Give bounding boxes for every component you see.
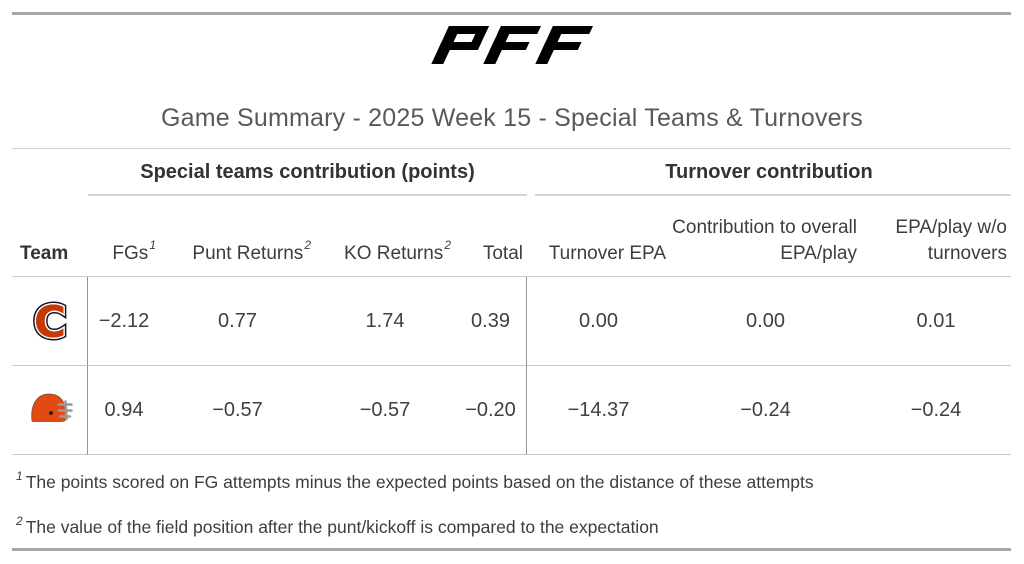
column-header-label: Contribution to overall EPA/play xyxy=(672,216,857,264)
group-header-turnover-label: Turnover contribution xyxy=(665,161,873,183)
column-header-ko-returns: KO Returns2 xyxy=(315,196,455,277)
column-header-label: Punt Returns2 xyxy=(192,238,311,264)
cell-browns-total: −0.20 xyxy=(455,366,527,455)
cell-bears-total: 0.39 xyxy=(455,277,527,366)
cell-browns-contribution-epa: −0.24 xyxy=(670,366,861,455)
column-header-label: Turnover EPA xyxy=(548,242,666,264)
footnote-2-text: The value of the field position after th… xyxy=(25,516,659,537)
column-header-epa-wo-turnovers: EPA/play w/o turnovers xyxy=(861,196,1011,277)
team-cell-bears: C C C xyxy=(12,277,88,366)
pff-logo-icon xyxy=(0,24,1024,66)
column-header-total: Total xyxy=(455,196,527,277)
cell-bears-contribution-epa: 0.00 xyxy=(670,277,861,366)
page-title: Game Summary - 2025 Week 15 - Special Te… xyxy=(160,104,864,132)
column-header-fgs: FGs1 xyxy=(88,196,160,277)
cell-bears-punt-returns: 0.77 xyxy=(160,277,315,366)
group-header-special-teams: Special teams contribution (points) xyxy=(88,149,527,196)
column-header-turnover-epa: Turnover EPA xyxy=(527,196,670,277)
cell-browns-punt-returns: −0.57 xyxy=(160,366,315,455)
bottom-rule xyxy=(12,548,1011,551)
cell-browns-turnover-epa: −14.37 xyxy=(527,366,670,455)
title-divider xyxy=(12,148,1011,149)
top-rule xyxy=(12,12,1011,15)
footnote-1-text: The points scored on FG attempts minus t… xyxy=(25,471,814,492)
column-header-label: KO Returns2 xyxy=(344,238,451,264)
summary-table: Special teams contribution (points) Turn… xyxy=(12,149,1011,455)
footnote-2: 2 The value of the field position after t… xyxy=(16,514,659,538)
group-header-spacer xyxy=(12,149,88,196)
cell-bears-ko-returns: 1.74 xyxy=(315,277,455,366)
group-underline xyxy=(88,194,527,196)
browns-helmet-logo-icon xyxy=(30,393,73,422)
cell-bears-fgs: −2.12 xyxy=(88,277,160,366)
cell-browns-epa-wo-turnovers: −0.24 xyxy=(861,366,1011,455)
column-header-team: Team xyxy=(12,196,88,277)
column-header-label: Team xyxy=(20,242,69,264)
bears-c-logo-icon: C C C xyxy=(30,300,68,342)
footnote-1-marker: 1 xyxy=(16,469,23,483)
svg-text:C: C xyxy=(33,300,65,342)
cell-bears-epa-wo-turnovers: 0.01 xyxy=(861,277,1011,366)
group-header-turnover: Turnover contribution xyxy=(527,149,1011,196)
cell-browns-fgs: 0.94 xyxy=(88,366,160,455)
column-header-label: FGs1 xyxy=(112,238,156,264)
cell-browns-ko-returns: −0.57 xyxy=(315,366,455,455)
cell-bears-turnover-epa: 0.00 xyxy=(527,277,670,366)
column-header-punt-returns: Punt Returns2 xyxy=(160,196,315,277)
footnote-2-marker: 2 xyxy=(16,514,23,528)
column-header-contribution-epa: Contribution to overall EPA/play xyxy=(670,196,861,277)
footnote-1: 1 The points scored on FG attempts minus … xyxy=(16,469,814,493)
group-underline xyxy=(535,194,1011,196)
group-header-special-teams-label: Special teams contribution (points) xyxy=(140,161,475,183)
team-cell-browns xyxy=(12,366,88,455)
svg-text:C: C xyxy=(33,300,65,342)
svg-text:C: C xyxy=(33,300,65,342)
column-header-label: Total xyxy=(482,242,523,264)
column-header-label: EPA/play w/o turnovers xyxy=(895,216,1007,264)
